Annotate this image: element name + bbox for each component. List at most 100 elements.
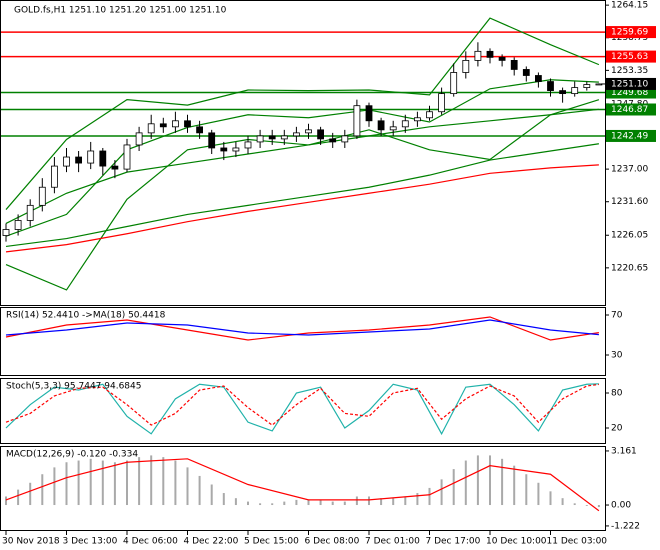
histogram-bar xyxy=(53,467,56,506)
candle-body xyxy=(365,105,373,122)
y-tick-label: 1220.65 xyxy=(611,263,648,273)
histogram-bar xyxy=(307,499,310,506)
histogram-bar xyxy=(464,460,467,506)
candle-body xyxy=(522,69,530,76)
candle-body xyxy=(2,229,10,236)
histogram-bar xyxy=(162,457,165,506)
histogram-bar xyxy=(101,460,104,506)
histogram-bar xyxy=(573,503,576,506)
current-price-box xyxy=(606,77,656,90)
candle-body xyxy=(583,84,591,88)
candle-body xyxy=(474,50,482,61)
candle-body xyxy=(389,126,397,131)
indicator-line xyxy=(5,316,599,341)
candle-body xyxy=(559,90,566,95)
y-tick-label: 3.161 xyxy=(611,446,637,456)
indicator-line xyxy=(5,143,599,248)
histogram-bar xyxy=(368,496,370,506)
candle-body xyxy=(413,117,421,122)
histogram-bar xyxy=(452,469,455,506)
histogram-bar xyxy=(186,467,189,506)
y-tick-label: 80 xyxy=(611,388,623,398)
level-label-box xyxy=(606,129,656,142)
histogram-bar xyxy=(549,491,552,506)
macd-panel xyxy=(0,446,606,531)
candle-body xyxy=(547,81,554,91)
y-tick-label: 0.00 xyxy=(611,501,631,511)
histogram-bar xyxy=(343,501,346,506)
candle-body xyxy=(75,156,82,164)
histogram-bar xyxy=(89,458,92,506)
histogram-bar xyxy=(597,505,600,508)
histogram-bar xyxy=(440,479,443,506)
histogram-bar xyxy=(392,498,395,506)
histogram-bar xyxy=(222,493,225,506)
level-label-box xyxy=(606,50,656,63)
candle-body xyxy=(510,59,518,70)
histogram-bar xyxy=(5,496,7,506)
indicator-line xyxy=(5,17,600,210)
candle-body xyxy=(159,123,167,128)
histogram-bar xyxy=(489,455,491,506)
histogram-bar xyxy=(585,505,588,506)
level-label: 1249.68 xyxy=(611,88,648,98)
candle-body xyxy=(401,120,409,128)
histogram-bar xyxy=(65,462,68,506)
y-tick-label: 70 xyxy=(611,311,623,321)
y-tick-label: 1231.60 xyxy=(611,197,648,207)
histogram-bar xyxy=(77,460,80,506)
candle-body xyxy=(87,150,95,164)
candle-body xyxy=(292,132,300,137)
candle-body xyxy=(486,50,494,58)
candle-body xyxy=(498,56,506,61)
histogram-bar xyxy=(41,474,44,506)
candle-body xyxy=(99,150,107,167)
histogram-bar xyxy=(501,458,504,506)
indicator-line xyxy=(5,108,599,225)
histogram-bar xyxy=(525,474,528,506)
candle-body xyxy=(184,120,191,128)
level-label: 1255.63 xyxy=(611,52,648,62)
indicator-line xyxy=(5,164,599,253)
histogram-bar xyxy=(234,498,237,506)
candle-body xyxy=(51,165,58,188)
main-panel xyxy=(0,0,606,306)
histogram-bar xyxy=(404,496,407,506)
candle-body xyxy=(280,135,288,140)
candle-body xyxy=(341,135,349,143)
histogram-bar xyxy=(428,487,431,506)
indicator-title: MACD(12,26,9) -0.120 -0.334 xyxy=(6,450,138,460)
histogram-bar xyxy=(331,501,334,506)
candle-body xyxy=(256,135,264,143)
candle-body xyxy=(147,123,155,134)
candle-body xyxy=(462,59,470,73)
histogram-bar xyxy=(319,499,322,506)
histogram-bar xyxy=(259,503,262,506)
candle-body xyxy=(317,129,325,140)
candle-body xyxy=(438,93,446,113)
candle-body xyxy=(196,126,204,134)
candle-body xyxy=(426,111,433,119)
x-tick-label: 6 Dec 08:00 xyxy=(305,537,360,547)
histogram-bar xyxy=(283,501,286,506)
indicator-line xyxy=(5,383,599,436)
candle-body xyxy=(535,75,542,82)
candle-body xyxy=(571,87,579,95)
level-label: 1259.69 xyxy=(611,28,648,38)
histogram-bar xyxy=(247,501,249,506)
indicator-line xyxy=(5,79,599,237)
candle-body xyxy=(244,141,252,149)
x-tick-label: 7 Dec 17:00 xyxy=(426,537,481,547)
x-tick-label: 3 Dec 13:00 xyxy=(63,537,118,547)
level-label-box xyxy=(606,26,656,39)
histogram-bar xyxy=(126,460,128,506)
candle-body xyxy=(14,220,22,230)
indicator-line xyxy=(5,319,599,336)
histogram-bar xyxy=(380,498,383,506)
y-tick-label: 1264.15 xyxy=(611,1,648,11)
histogram-bar xyxy=(174,460,177,506)
candle-body xyxy=(329,138,337,143)
level-label: 1246.87 xyxy=(611,105,648,115)
